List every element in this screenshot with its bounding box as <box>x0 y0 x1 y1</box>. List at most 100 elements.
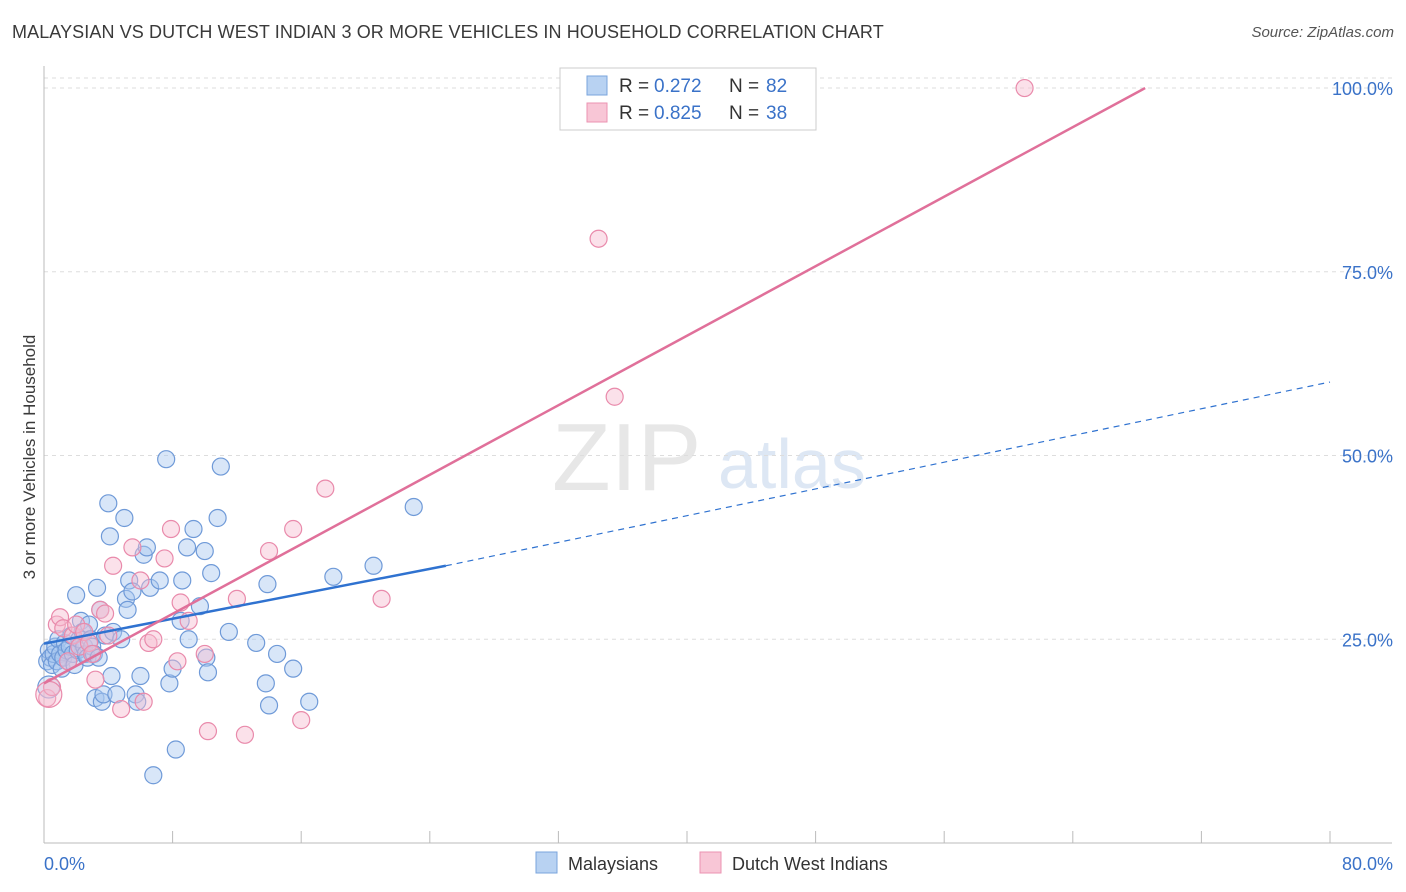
dutch-point-14 <box>95 604 115 623</box>
series-legend: Malaysians Dutch West Indians <box>535 851 888 874</box>
dutch-point-36 <box>372 589 391 608</box>
dutch-point-34 <box>292 711 311 730</box>
malaysians-point-80 <box>324 567 343 586</box>
malaysians-point-71 <box>211 457 230 476</box>
bottom-legend-label-malaysians: Malaysians <box>568 854 658 874</box>
malaysians-point-57 <box>160 674 179 693</box>
dutch-point-23 <box>155 549 174 568</box>
dutch-trend-line <box>43 86 1146 685</box>
gridlines <box>44 77 1392 640</box>
legend-r-value-2: 0.825 <box>654 103 702 124</box>
y-tick-labels: 25.0% 50.0% 75.0% 100.0% <box>1332 79 1393 650</box>
malaysians-point-81 <box>364 556 383 575</box>
malaysians-point-62 <box>177 538 197 557</box>
dutch-point-28 <box>195 644 214 664</box>
malaysians-point-69 <box>202 564 221 583</box>
malaysians-point-35 <box>94 685 113 704</box>
dutch-point-25 <box>168 652 187 671</box>
dutch-point-38 <box>605 387 624 406</box>
malaysians-point-43 <box>115 508 134 528</box>
malaysians-point-45 <box>118 600 137 619</box>
dutch-point-17 <box>112 699 131 719</box>
malaysians-point-18 <box>67 586 86 605</box>
malaysians-point-59 <box>166 740 185 759</box>
malaysians-point-68 <box>198 663 218 682</box>
malaysians-point-79 <box>300 692 319 711</box>
x-tick-label-min: 0.0% <box>44 854 85 874</box>
malaysians-point-73 <box>247 633 266 653</box>
malaysians-point-31 <box>87 578 107 597</box>
dutch-point-32 <box>259 541 279 561</box>
legend-n-value-2: 38 <box>766 103 787 124</box>
dutch-point-39 <box>1015 78 1034 98</box>
dutch-point-18 <box>123 538 142 557</box>
dutch-point-29 <box>198 722 218 741</box>
legend-swatch-dutch <box>586 102 608 123</box>
dutch-point-31 <box>235 725 255 744</box>
axes <box>43 66 1392 844</box>
y-axis-title: 3 or more Vehicles in Household <box>20 335 39 580</box>
x-tick-label-max: 80.0% <box>1342 854 1393 874</box>
malaysians-point-37 <box>99 494 118 513</box>
malaysians-point-66 <box>195 541 214 561</box>
legend-swatch-malaysians <box>586 75 608 96</box>
malaysians-point-49 <box>128 692 147 711</box>
malaysians-point-78 <box>284 659 303 678</box>
malaysians-point-34 <box>92 692 111 711</box>
legend-r-value-1: 0.272 <box>654 76 702 97</box>
malaysians-point-63 <box>179 630 198 649</box>
malaysians-point-54 <box>144 766 163 785</box>
malaysians-point-61 <box>173 571 192 590</box>
malaysians-point-64 <box>184 519 203 539</box>
malaysians-trend-line <box>43 564 447 645</box>
dutch-point-3 <box>50 608 70 627</box>
malaysians-point-82 <box>404 497 423 517</box>
y-tick-label-3: 100.0% <box>1332 79 1393 99</box>
malaysians-point-50 <box>131 666 150 686</box>
dutch-point-24 <box>161 519 181 539</box>
dutch-point-0 <box>38 688 57 708</box>
malaysians-point-55 <box>150 571 169 590</box>
legend-n-value-1: 82 <box>766 76 787 97</box>
malaysians-trend-extension <box>445 381 1331 567</box>
dutch-point-37 <box>589 229 608 248</box>
malaysians-point-41 <box>107 685 126 704</box>
malaysians-point-74 <box>256 674 275 693</box>
malaysians-point-53 <box>140 578 160 597</box>
bottom-legend-label-dutch: Dutch West Indians <box>732 854 888 874</box>
chart-title: MALAYSIAN VS DUTCH WEST INDIAN 3 OR MORE… <box>12 22 884 42</box>
legend-r-label-1: R = <box>619 76 654 97</box>
malaysians-point-72 <box>219 622 238 642</box>
legend-n-label-2: N = <box>729 103 764 124</box>
stats-legend: R = 0.272 N = 82 R = 0.825 N = 38 <box>559 67 817 131</box>
malaysians-point-56 <box>157 450 176 469</box>
malaysians-point-77 <box>267 644 287 664</box>
dutch-point-19 <box>131 571 150 590</box>
watermark-atlas: atlas <box>718 425 866 503</box>
malaysians-point-52 <box>137 538 156 557</box>
chart-source: Source: ZipAtlas.com <box>1251 24 1394 41</box>
malaysians-point-39 <box>102 666 121 686</box>
legend-n-label-1: N = <box>729 76 764 97</box>
dutch-point-22 <box>144 630 163 649</box>
watermark: ZIP atlas <box>552 404 866 511</box>
dutch-point-33 <box>284 519 303 539</box>
malaysians-point-38 <box>100 527 120 546</box>
y-tick-label-2: 75.0% <box>1342 263 1393 283</box>
y-tick-label-1: 50.0% <box>1342 447 1393 467</box>
dutch-point-cluster <box>35 680 63 708</box>
dutch-point-12 <box>86 670 105 689</box>
bottom-legend-swatch-malaysians <box>535 851 558 874</box>
dutch-point-16 <box>104 556 123 575</box>
dutch-point-20 <box>134 692 153 711</box>
y-tick-label-0: 25.0% <box>1342 630 1393 650</box>
malaysians-point-70 <box>208 508 227 528</box>
bottom-legend-swatch-dutch <box>699 851 722 874</box>
trend-lines <box>43 86 1331 685</box>
malaysians-point-75 <box>258 575 277 594</box>
legend-r-label-2: R = <box>619 103 654 124</box>
watermark-zip: ZIP <box>552 404 701 511</box>
malaysians-point-76 <box>259 696 279 715</box>
